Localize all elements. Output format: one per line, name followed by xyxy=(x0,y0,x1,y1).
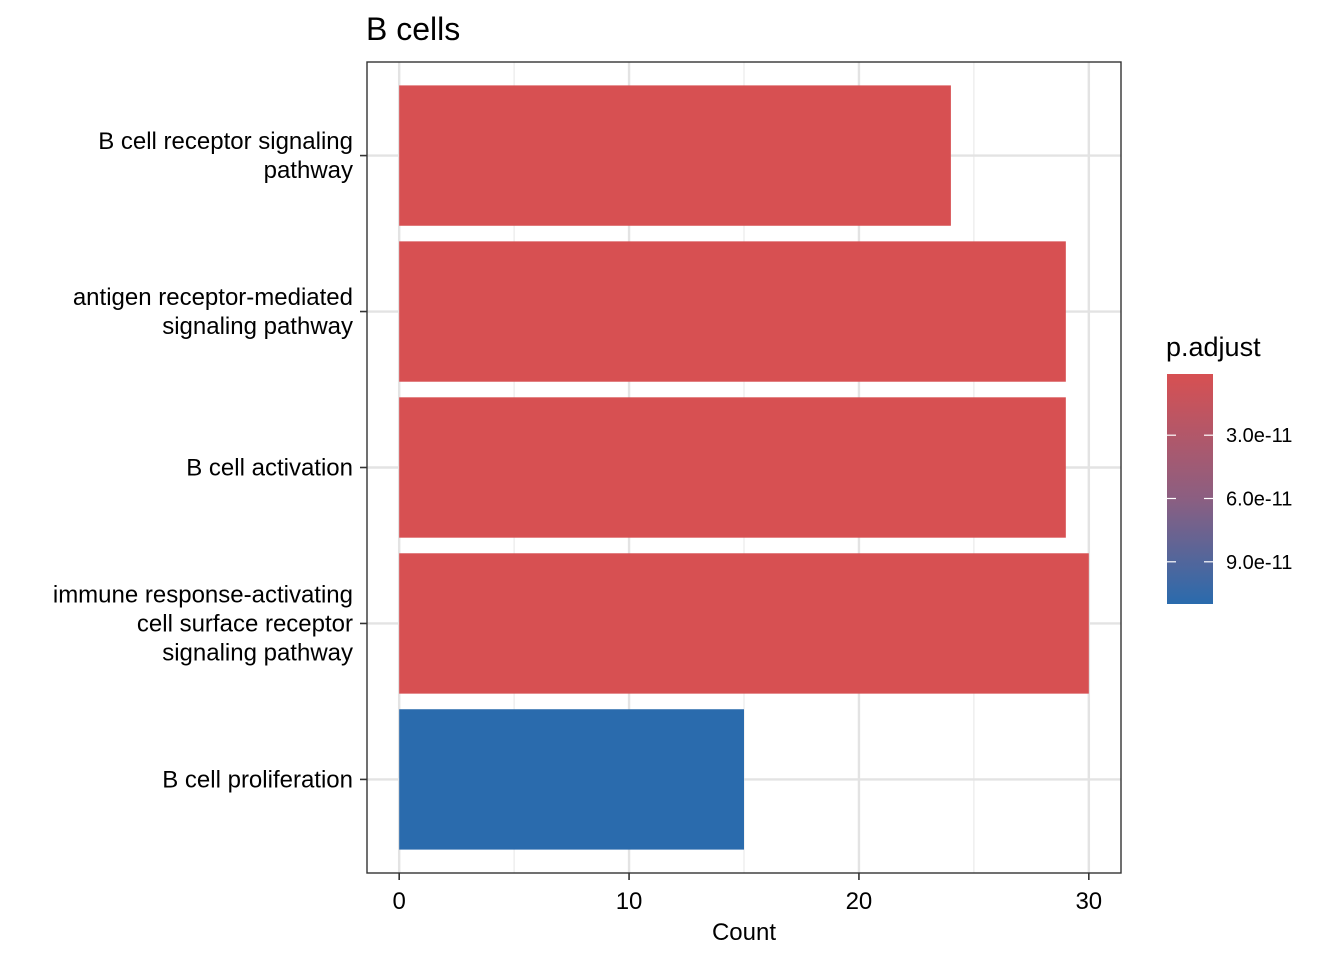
legend: p.adjust 3.0e-11 6.0e-11 9.0e-11 xyxy=(1166,332,1292,604)
bar xyxy=(399,241,1066,382)
bar xyxy=(399,397,1066,538)
legend-tick-label: 6.0e-11 xyxy=(1226,488,1292,510)
legend-tick-label: 9.0e-11 xyxy=(1226,552,1292,574)
bar xyxy=(399,553,1089,694)
y-tick-label: B cell receptor signaling pathway xyxy=(98,128,353,184)
legend-tick-label: 3.0e-11 xyxy=(1226,425,1292,447)
x-tick-label: 30 xyxy=(1075,888,1102,915)
legend-ticks: 3.0e-11 6.0e-11 9.0e-11 xyxy=(1167,425,1292,574)
y-tick-label: antigen receptor-mediated signaling pathw… xyxy=(73,284,353,340)
x-tick-label: 20 xyxy=(846,888,873,915)
bars xyxy=(399,85,1089,850)
x-axis: 0 10 20 30 xyxy=(393,873,1102,915)
plot-panel xyxy=(366,61,1122,874)
bar xyxy=(399,85,951,226)
legend-colorbar xyxy=(1167,374,1213,604)
x-tick-label: 10 xyxy=(616,888,643,915)
chart-title: B cells xyxy=(366,11,460,47)
x-axis-label: Count xyxy=(712,919,776,946)
y-tick-label: B cell activation xyxy=(186,455,353,482)
y-axis: B cell receptor signaling pathway antigen … xyxy=(53,128,367,793)
y-tick-label: immune response-activating cell surface r… xyxy=(53,581,353,666)
x-tick-label: 0 xyxy=(393,888,406,915)
bar xyxy=(399,709,744,850)
y-tick-label: B cell proliferation xyxy=(162,766,353,793)
legend-title: p.adjust xyxy=(1166,332,1261,362)
